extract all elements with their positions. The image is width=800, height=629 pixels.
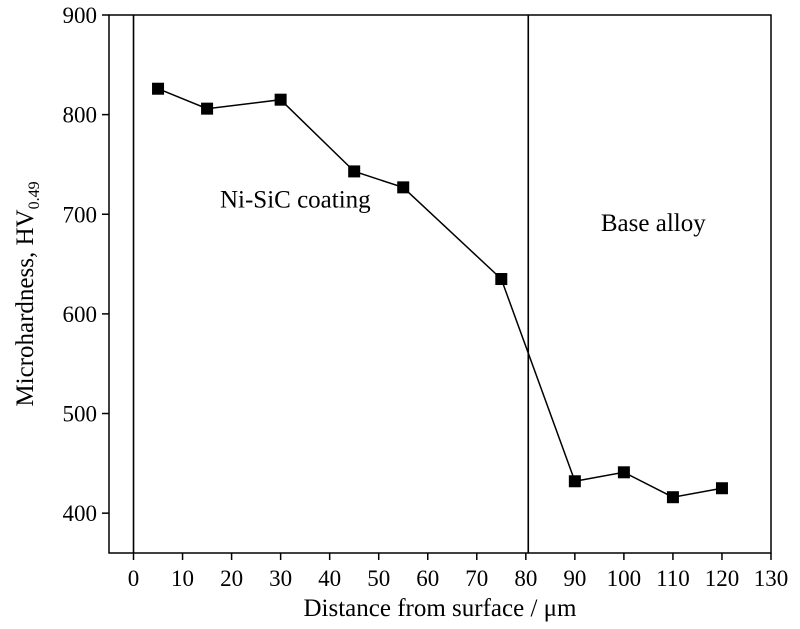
y-tick-label: 500 — [63, 402, 98, 427]
y-tick-label: 600 — [63, 302, 98, 327]
x-tick-label: 0 — [128, 566, 140, 591]
data-point — [348, 165, 361, 178]
x-tick-label: 30 — [269, 566, 292, 591]
y-axis-title: Microhardness, HV0.49 — [12, 181, 43, 406]
annotation-base-alloy: Base alloy — [601, 210, 706, 237]
annotation-ni-sic-coating: Ni-SiC coating — [220, 186, 371, 213]
y-axis-title-main: Microhardness, HV — [12, 209, 39, 406]
x-tick-label: 130 — [754, 566, 789, 591]
data-point — [617, 466, 630, 479]
y-tick-label: 400 — [63, 501, 98, 526]
data-point — [152, 82, 165, 95]
x-tick-label: 10 — [171, 566, 194, 591]
x-tick-label: 70 — [465, 566, 488, 591]
x-tick-label: 120 — [705, 566, 740, 591]
x-axis-title: Distance from surface / μm — [303, 595, 577, 622]
x-tick-label: 80 — [514, 566, 537, 591]
data-point — [715, 482, 728, 495]
y-tick-label: 700 — [63, 202, 98, 227]
series-line — [157, 88, 723, 498]
x-tick-label: 40 — [318, 566, 341, 591]
x-tick-label: 90 — [563, 566, 586, 591]
y-tick-label: 900 — [63, 3, 98, 28]
plot-frame — [108, 14, 772, 554]
y-axis-title-subscript: 0.49 — [26, 181, 43, 209]
x-tick-label: 110 — [656, 566, 690, 591]
data-point — [397, 181, 410, 194]
data-point — [274, 93, 287, 106]
x-tick-label: 100 — [607, 566, 642, 591]
x-tick-label: 50 — [367, 566, 390, 591]
data-point — [666, 491, 679, 504]
y-tick-label: 800 — [63, 103, 98, 128]
x-tick-label: 20 — [220, 566, 243, 591]
data-point — [201, 102, 214, 115]
data-point — [495, 273, 508, 286]
data-point — [568, 475, 581, 488]
x-tick-label: 60 — [416, 566, 439, 591]
